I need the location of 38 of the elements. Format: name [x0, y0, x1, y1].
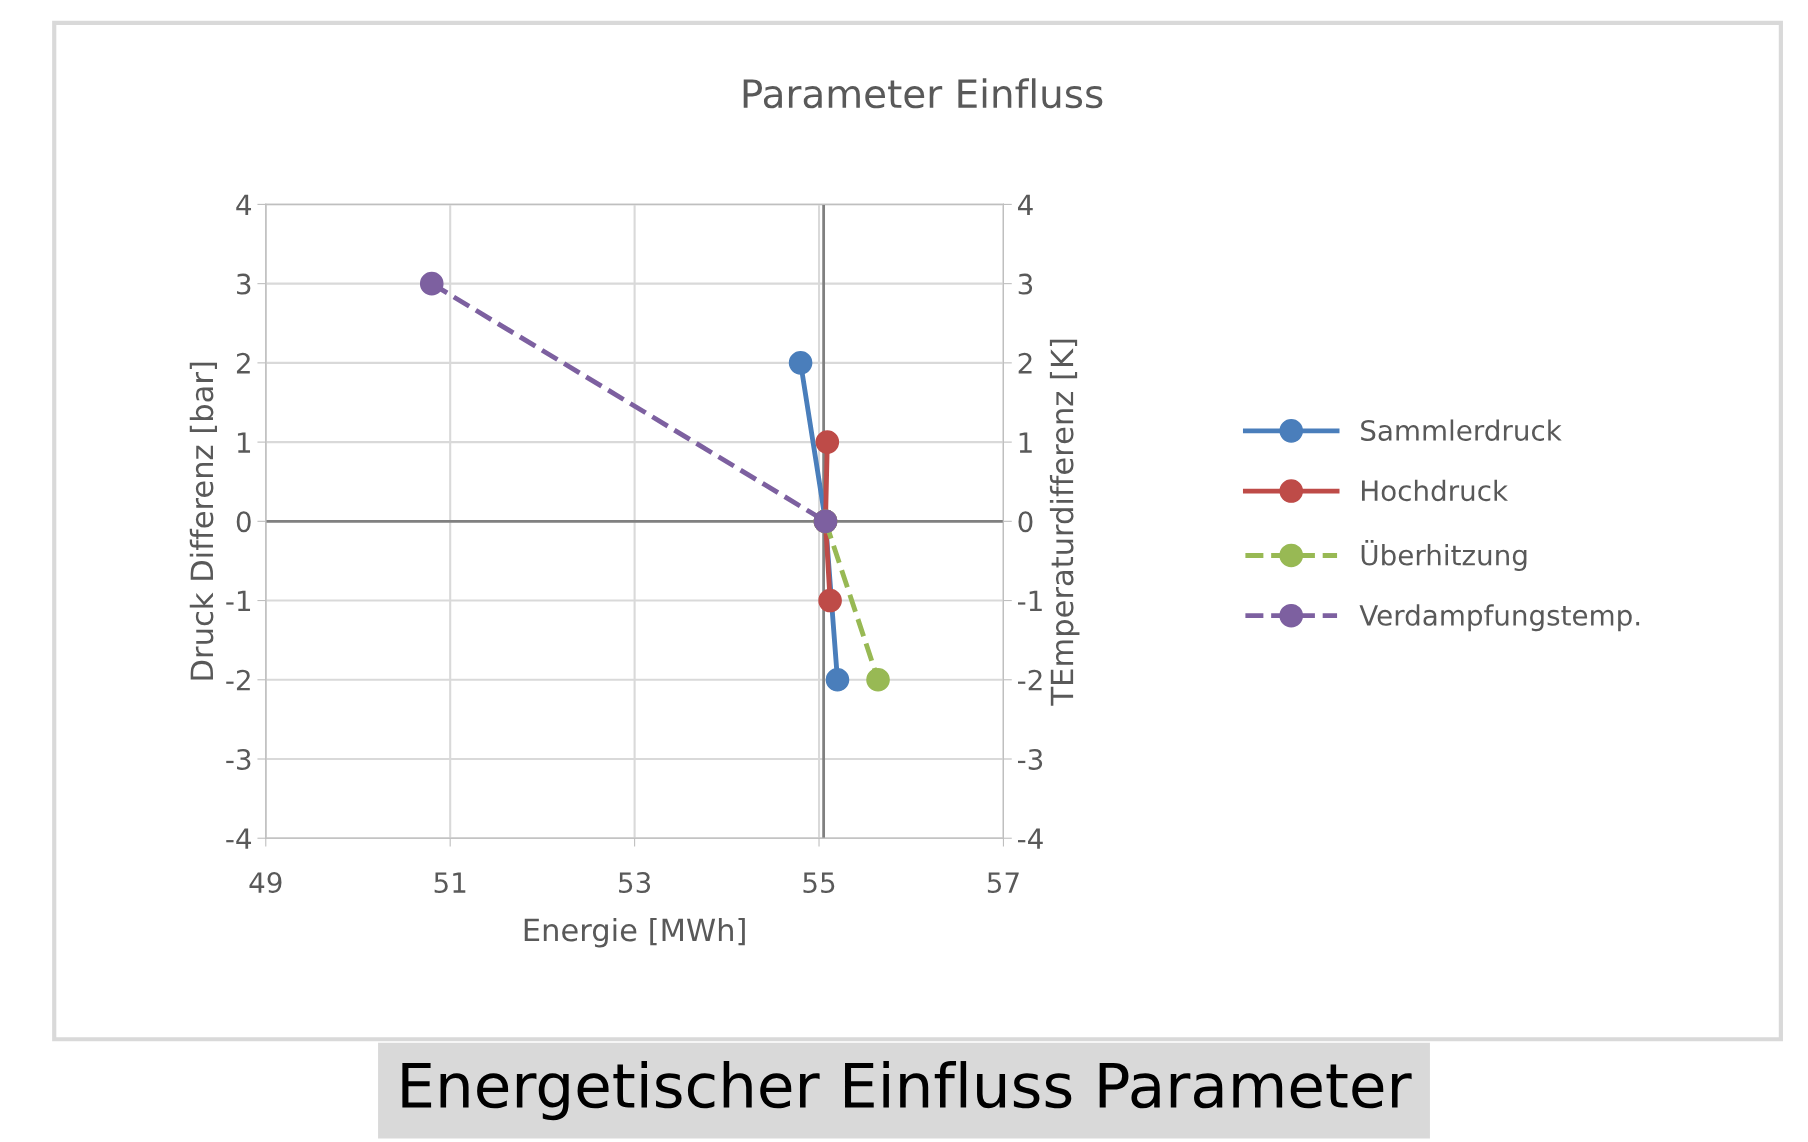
y-tick-label: -4 [226, 828, 252, 849]
x-tick-label: 57 [987, 872, 1019, 894]
y2-tick-label: -2 [1017, 669, 1042, 691]
y-tick-label: 0 [236, 511, 251, 533]
y-tick-label: 2 [236, 352, 250, 374]
y-tick-label: 4 [236, 194, 252, 215]
point [815, 430, 840, 454]
y-tick-label: 1 [237, 432, 251, 453]
y2-tick-label: -4 [1017, 828, 1043, 849]
y2-tick-label: -3 [1017, 748, 1043, 770]
y2-tick-label: 1 [1019, 432, 1032, 453]
legend-label: Hochdruck [1362, 479, 1508, 502]
x-axis-title: Energie [MWh] [524, 917, 745, 948]
point [825, 667, 850, 692]
y2-tick-label: -1 [1017, 590, 1042, 612]
x-tick-label: 51 [434, 872, 466, 894]
x-tick-label: 49 [249, 872, 282, 894]
chart-title: Parameter Einfluss [743, 78, 1103, 109]
y-tick-label: -1 [226, 590, 251, 612]
text: Energetischer Einfluss Parameter [402, 1061, 1412, 1121]
y-tick-label: 3 [237, 273, 251, 295]
legend-label: Überhitzung [1361, 539, 1527, 571]
y-tick-label: -2 [226, 669, 250, 691]
point [419, 271, 444, 296]
legend-label: Sammlerdruck [1361, 419, 1562, 441]
y2-tick-label: 2 [1018, 352, 1032, 374]
y-tick-label: -3 [226, 748, 251, 770]
y2-tick-label: 0 [1018, 511, 1033, 533]
point [866, 667, 890, 692]
x-tick-label: 55 [803, 872, 835, 894]
y2-tick-label: 3 [1018, 273, 1033, 295]
point [818, 588, 842, 613]
point [788, 351, 813, 375]
y-axis-title: Druck Differenz [bar] [189, 362, 218, 680]
x-tick-label: 53 [619, 872, 651, 894]
y2-tick-label: 4 [1017, 194, 1033, 215]
y2-axis-title: TEmperaturdifferenz [K] [1049, 339, 1080, 706]
legend-label: Verdampfungstemp. [1359, 604, 1640, 632]
